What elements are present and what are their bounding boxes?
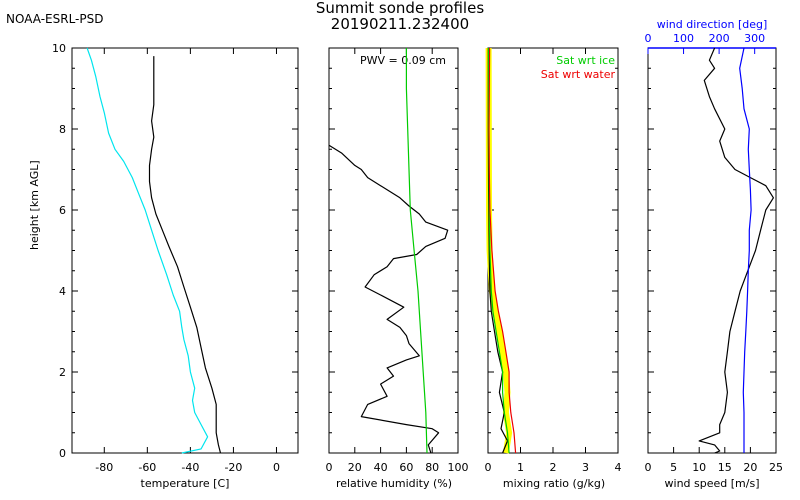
y-tick-label: 0 — [59, 447, 66, 460]
x-tick-label: 5 — [670, 461, 677, 474]
panel-frame-temperature — [71, 47, 299, 454]
mixing-xlabel: mixing ratio (g/kg) — [502, 477, 606, 490]
x-tick-label: 20 — [743, 461, 757, 474]
y-tick-label: 4 — [59, 285, 66, 298]
top-x-tick-label: 300 — [744, 32, 765, 45]
x-tick-label: 80 — [425, 461, 439, 474]
temperature-xlabel: temperature [C] — [140, 477, 230, 490]
x-tick-label: 2 — [550, 461, 557, 474]
top-x-tick-label: 0 — [645, 32, 652, 45]
top-x-tick-label: 100 — [673, 32, 694, 45]
x-tick-label: 25 — [769, 461, 783, 474]
temperature-series-1 — [86, 47, 209, 454]
x-tick-label: -80 — [95, 461, 113, 474]
x-tick-label: 100 — [448, 461, 469, 474]
wind-series-0 — [698, 47, 775, 454]
panel-frame-relative_humidity — [328, 47, 459, 454]
x-tick-label: 60 — [399, 461, 413, 474]
y-tick-label: 2 — [59, 366, 66, 379]
wind-direction-axis-label: wind direction [deg] — [656, 18, 768, 31]
mixing_ratio-series-3 — [488, 47, 517, 454]
x-tick-label: 0 — [485, 461, 492, 474]
y-tick-label: 10 — [52, 42, 66, 55]
x-tick-label: 15 — [718, 461, 732, 474]
wind-series-1 — [739, 47, 752, 453]
x-tick-label: 0 — [273, 461, 280, 474]
y-tick-label: 8 — [59, 123, 66, 136]
chart-title: Summit sonde profiles — [315, 0, 485, 17]
organization-label: NOAA-ESRL-PSD — [6, 12, 104, 26]
panel-frame-wind — [647, 47, 777, 454]
wind-xlabel: wind speed [m/s] — [664, 477, 760, 490]
x-tick-label: 10 — [692, 461, 706, 474]
x-tick-label: 40 — [374, 461, 388, 474]
legend-sat-ice: Sat wrt ice — [556, 54, 615, 67]
legend-sat-water: Sat wrt water — [540, 68, 615, 81]
x-tick-label: 20 — [348, 461, 362, 474]
chart-subtitle-timestamp: 20190211.232400 — [330, 15, 470, 33]
x-tick-label: -40 — [181, 461, 199, 474]
pwv-annotation: PWV = 0.09 cm — [360, 54, 446, 67]
x-tick-label: -60 — [138, 461, 156, 474]
x-tick-label: -20 — [224, 461, 242, 474]
x-tick-label: 1 — [517, 461, 524, 474]
temperature-series-0 — [148, 56, 222, 454]
top-x-tick-label: 200 — [709, 32, 730, 45]
x-tick-label: 0 — [326, 461, 333, 474]
x-tick-label: 0 — [645, 461, 652, 474]
relative_humidity-series-1 — [405, 48, 428, 454]
relative_humidity-series-0 — [328, 144, 449, 454]
x-tick-label: 4 — [615, 461, 622, 474]
x-tick-label: 3 — [582, 461, 589, 474]
y-tick-label: 6 — [59, 204, 66, 217]
rh-xlabel: relative humidity (%) — [335, 477, 453, 490]
